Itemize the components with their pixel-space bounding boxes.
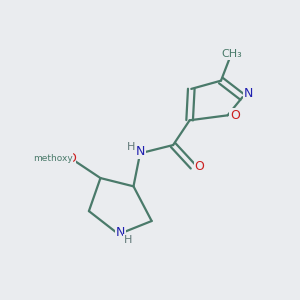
Text: N: N <box>244 87 253 100</box>
Text: O: O <box>195 160 205 173</box>
Text: N: N <box>116 226 125 239</box>
Text: H: H <box>124 235 132 245</box>
Text: O: O <box>230 109 240 122</box>
Text: H: H <box>127 142 135 152</box>
Text: O: O <box>66 152 76 165</box>
Text: N: N <box>136 146 146 158</box>
Text: methoxy: methoxy <box>33 154 73 163</box>
Text: CH₃: CH₃ <box>221 49 242 59</box>
